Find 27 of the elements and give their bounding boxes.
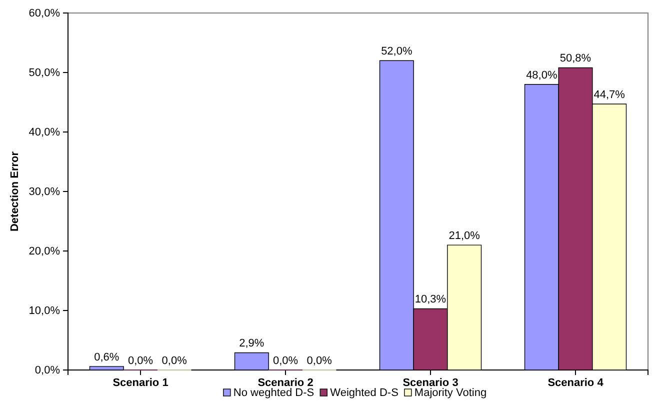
data-label: 21,0% bbox=[448, 230, 480, 242]
legend-label: Majority Voting bbox=[414, 387, 487, 399]
y-tick-label: 60,0% bbox=[28, 8, 60, 20]
data-label: 10,3% bbox=[414, 294, 446, 306]
data-label: 0,0% bbox=[306, 355, 332, 367]
data-label: 0,6% bbox=[94, 351, 120, 364]
x-tick-label: Scenario 4 bbox=[548, 376, 604, 389]
legend-label: No weghted D-S bbox=[233, 387, 314, 399]
y-tick-label: 40,0% bbox=[28, 126, 60, 139]
data-label: 44,7% bbox=[594, 89, 626, 102]
legend-label: Weighted D-S bbox=[330, 387, 398, 399]
data-label: 48,0% bbox=[526, 69, 558, 82]
data-label: 0,0% bbox=[272, 355, 298, 367]
data-label: 2,9% bbox=[239, 338, 264, 350]
y-tick-label: 0,0% bbox=[34, 364, 60, 377]
y-tick-label: 20,0% bbox=[28, 246, 60, 258]
data-label: 0,0% bbox=[162, 355, 188, 367]
y-axis-title: Detection Error bbox=[9, 150, 21, 232]
data-label: 0,0% bbox=[128, 355, 154, 367]
data-label: 50,8% bbox=[560, 52, 592, 65]
x-tick-label: Scenario 2 bbox=[258, 376, 314, 389]
x-tick-label: Scenario 1 bbox=[112, 376, 168, 389]
y-tick-label: 50,0% bbox=[28, 67, 60, 80]
x-tick-label: Scenario 3 bbox=[402, 376, 458, 389]
data-label: 52,0% bbox=[381, 46, 412, 58]
y-tick-label: 10,0% bbox=[28, 305, 60, 318]
y-tick-label: 30,0% bbox=[28, 186, 60, 198]
